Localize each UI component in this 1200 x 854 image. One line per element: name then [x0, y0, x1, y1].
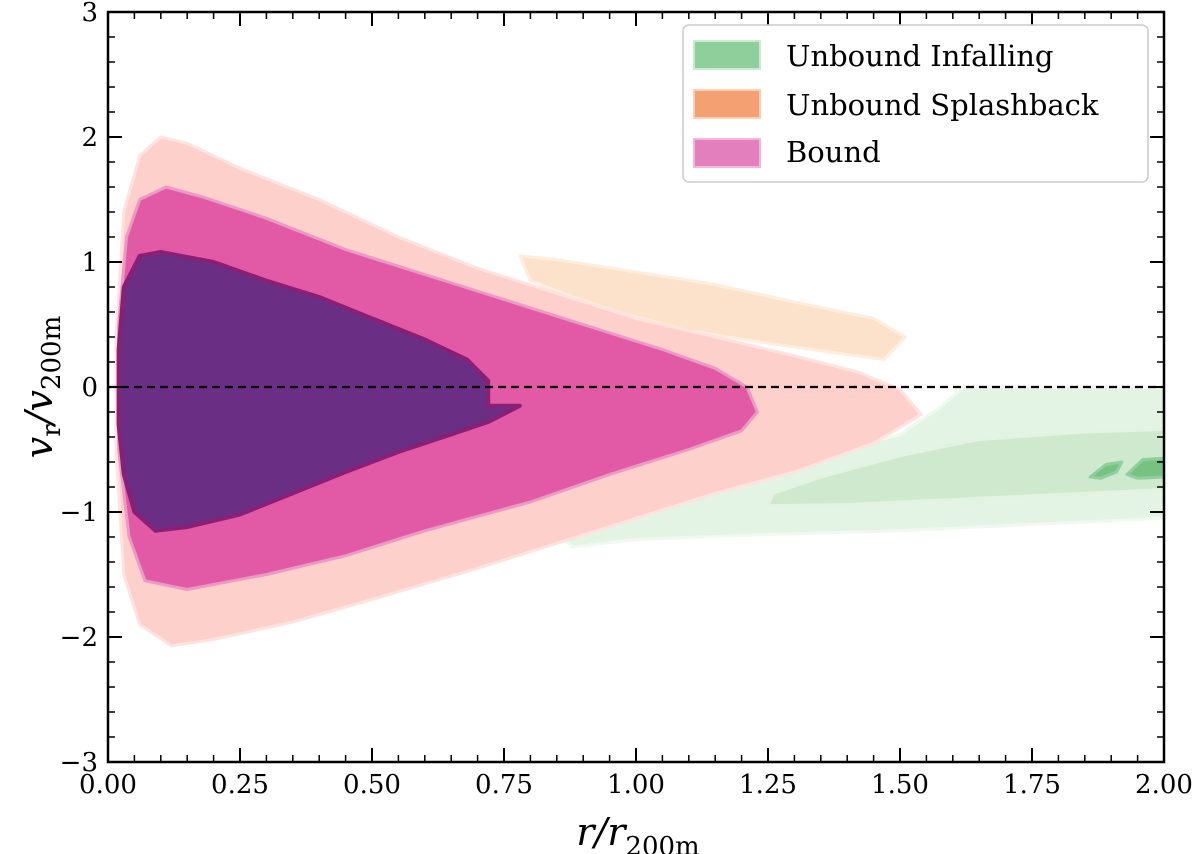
x-tick-label: 0.25 [211, 770, 269, 800]
legend-entry-unbound-infalling: Unbound Infalling [693, 39, 1054, 73]
legend-entry-bound: Bound [693, 135, 881, 169]
y-axis-label: vr/v200m [17, 316, 67, 458]
y-axis-label-slash: /v [17, 390, 61, 429]
x-axis-label: r/r200m [576, 810, 699, 854]
y-tick-label: −1 [60, 498, 98, 528]
y-tick-label: 1 [81, 248, 98, 278]
x-tick-label: 2.00 [1135, 770, 1193, 800]
plot-area [108, 135, 1164, 648]
legend-label-unbound-splashback: Unbound Splashback [786, 88, 1099, 122]
legend-swatch-unbound-splashback [693, 89, 761, 119]
x-axis-label-subscript: 200m [625, 832, 699, 854]
contour-unbound-infalling-core-3 [1125, 456, 1164, 480]
x-tick-label: 1.25 [739, 770, 797, 800]
legend-entry-unbound-splashback: Unbound Splashback [693, 88, 1099, 122]
contour-unbound-infalling-middle-1 [766, 428, 1164, 508]
x-axis-label-main: r/r [576, 810, 628, 854]
axes: 0.00 0.25 0.50 0.75 1.00 1.25 1.50 1.75 2.00 −3 −2… [60, 0, 1193, 800]
y-axis-label-main: v [17, 436, 61, 458]
legend-label-unbound-infalling: Unbound Infalling [786, 39, 1054, 73]
series-unbound-infalling [560, 385, 1164, 549]
x-tick-label: 0.75 [475, 770, 533, 800]
y-axis-label-subscript-200m: 200m [37, 316, 67, 390]
legend: Unbound Infalling Unbound Splashback Bou… [682, 24, 1149, 183]
contour-layer [114, 135, 1164, 648]
legend-swatch-bound [693, 138, 761, 168]
y-tick-label: −3 [60, 748, 98, 778]
series-bound [114, 135, 923, 648]
x-tick-label: 1.00 [607, 770, 665, 800]
y-tick-label: 0 [81, 373, 98, 403]
legend-swatch-unbound-infalling [693, 40, 761, 70]
y-axis-label-subscript-r: r [37, 424, 67, 437]
y-tick-label: 3 [81, 0, 98, 28]
x-tick-label: 0.50 [343, 770, 401, 800]
x-tick-label: 0.00 [79, 770, 137, 800]
legend-frame [682, 24, 1149, 183]
x-tick-label: 1.50 [871, 770, 929, 800]
x-tick-label: 1.75 [1003, 770, 1061, 800]
legend-label-bound: Bound [786, 135, 881, 169]
contour-bound-inner-2 [116, 250, 522, 533]
y-tick-label: 2 [81, 123, 98, 153]
y-tick-label: −2 [60, 623, 98, 653]
contour-unbound-infalling-core-2 [1088, 460, 1124, 480]
